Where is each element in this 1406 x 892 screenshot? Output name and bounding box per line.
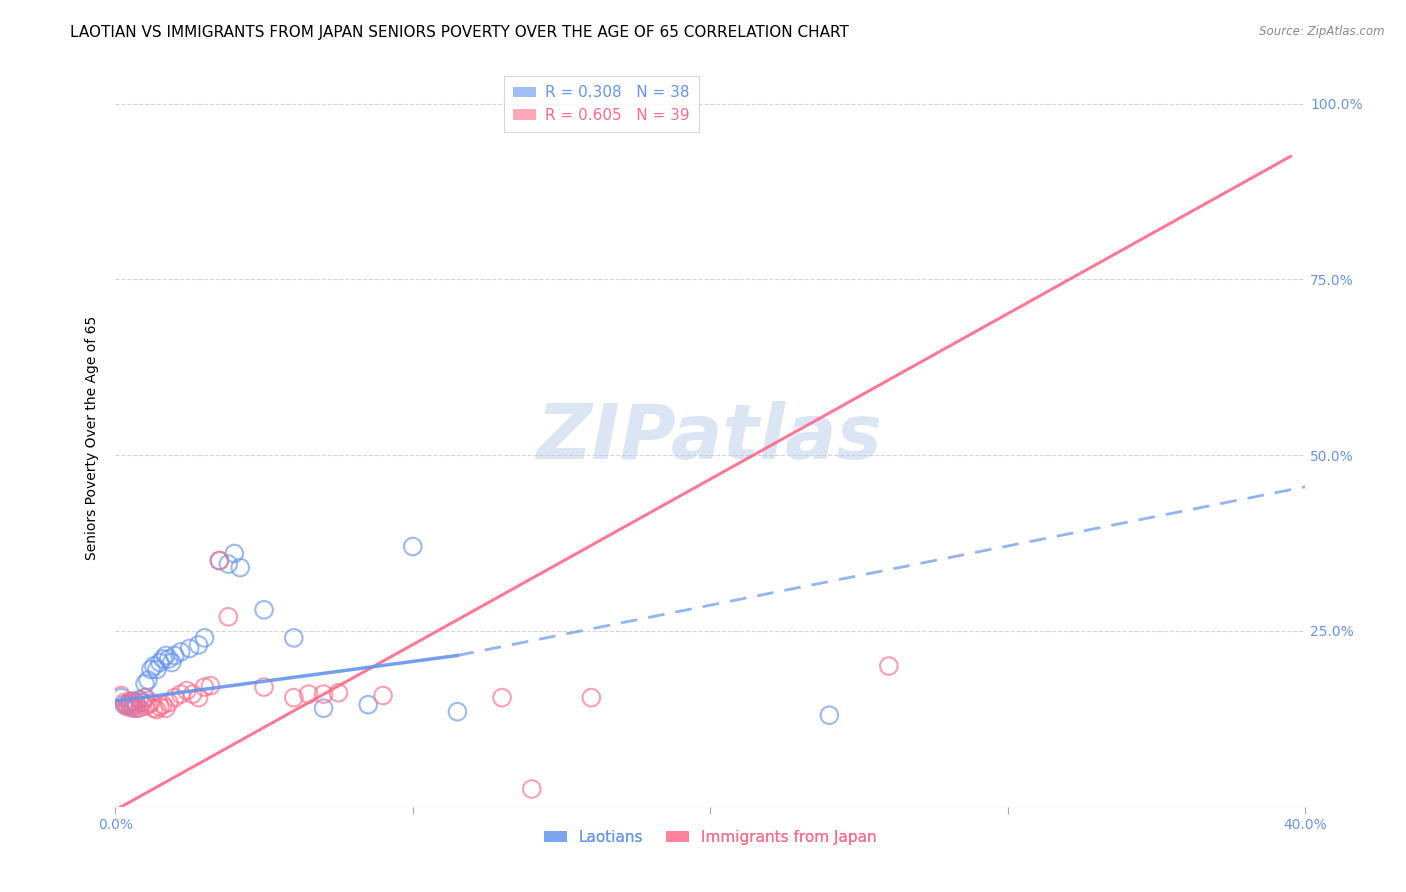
- Point: [163, 648, 186, 663]
- Point: [146, 663, 169, 677]
- Point: [125, 696, 148, 710]
- Point: [181, 687, 204, 701]
- Point: [122, 701, 145, 715]
- Point: [208, 553, 231, 567]
- Y-axis label: Seniors Poverty Over the Age of 65: Seniors Poverty Over the Age of 65: [86, 316, 100, 559]
- Point: [120, 699, 142, 714]
- Point: [155, 701, 177, 715]
- Point: [120, 696, 142, 710]
- Point: [122, 699, 145, 714]
- Point: [229, 560, 252, 574]
- Point: [142, 701, 165, 715]
- Point: [110, 690, 132, 705]
- Point: [155, 648, 177, 663]
- Point: [371, 689, 394, 703]
- Point: [298, 687, 321, 701]
- Point: [176, 683, 198, 698]
- Point: [131, 696, 153, 710]
- Point: [115, 699, 138, 714]
- Point: [877, 659, 900, 673]
- Point: [170, 645, 193, 659]
- Point: [134, 690, 156, 705]
- Point: [357, 698, 380, 712]
- Point: [224, 547, 246, 561]
- Point: [253, 603, 276, 617]
- Point: [208, 553, 231, 567]
- Text: ZIPatlas: ZIPatlas: [537, 401, 883, 475]
- Point: [157, 696, 180, 710]
- Point: [120, 694, 142, 708]
- Point: [328, 686, 350, 700]
- Point: [160, 656, 183, 670]
- Point: [157, 652, 180, 666]
- Point: [193, 631, 215, 645]
- Point: [520, 782, 543, 797]
- Point: [125, 701, 148, 715]
- Point: [491, 690, 513, 705]
- Legend: Laotians, Immigrants from Japan: Laotians, Immigrants from Japan: [537, 823, 883, 851]
- Point: [149, 656, 172, 670]
- Point: [134, 690, 156, 705]
- Point: [253, 680, 276, 694]
- Point: [312, 701, 335, 715]
- Point: [112, 698, 135, 712]
- Point: [152, 652, 174, 666]
- Point: [193, 680, 215, 694]
- Point: [312, 687, 335, 701]
- Point: [112, 696, 135, 710]
- Point: [149, 699, 172, 714]
- Point: [128, 692, 150, 706]
- Text: LAOTIAN VS IMMIGRANTS FROM JAPAN SENIORS POVERTY OVER THE AGE OF 65 CORRELATION : LAOTIAN VS IMMIGRANTS FROM JAPAN SENIORS…: [70, 25, 849, 40]
- Point: [187, 690, 209, 705]
- Point: [581, 690, 603, 705]
- Point: [283, 631, 305, 645]
- Point: [187, 638, 209, 652]
- Point: [818, 708, 841, 723]
- Point: [217, 609, 239, 624]
- Point: [142, 659, 165, 673]
- Point: [163, 690, 186, 705]
- Point: [134, 699, 156, 714]
- Point: [446, 705, 468, 719]
- Point: [139, 696, 162, 710]
- Text: Source: ZipAtlas.com: Source: ZipAtlas.com: [1260, 25, 1385, 38]
- Point: [217, 557, 239, 571]
- Point: [131, 696, 153, 710]
- Point: [402, 540, 425, 554]
- Point: [200, 679, 222, 693]
- Point: [115, 698, 138, 712]
- Point: [120, 698, 142, 712]
- Point: [170, 687, 193, 701]
- Point: [134, 676, 156, 690]
- Point: [136, 673, 159, 687]
- Point: [179, 641, 201, 656]
- Point: [139, 663, 162, 677]
- Point: [125, 698, 148, 712]
- Point: [136, 698, 159, 712]
- Point: [146, 703, 169, 717]
- Point: [128, 701, 150, 715]
- Point: [283, 690, 305, 705]
- Point: [152, 698, 174, 712]
- Point: [122, 694, 145, 708]
- Point: [110, 689, 132, 703]
